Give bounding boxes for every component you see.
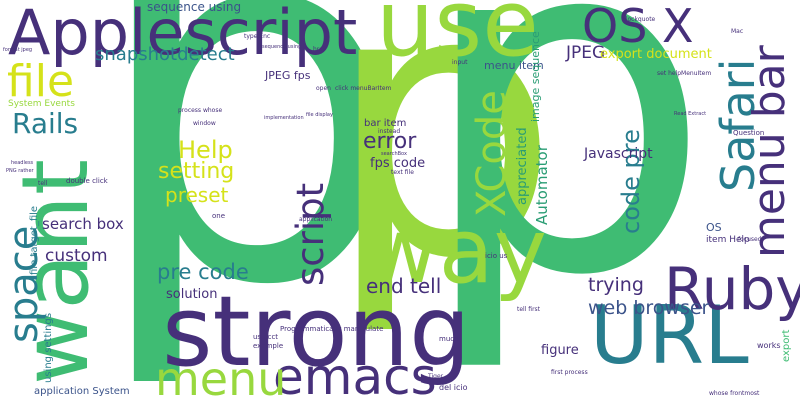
- word-menu: menu: [155, 352, 287, 400]
- word-p-center: p: [325, 0, 560, 340]
- word-setting: setting: [158, 159, 235, 184]
- word-implementation: implementation: [264, 115, 304, 121]
- word-question: Question: [733, 129, 765, 137]
- word-file-target-file: file target_file: [29, 205, 40, 275]
- word-os: OS: [706, 221, 722, 234]
- word-format-jpeg: format jpeg: [3, 47, 33, 53]
- word-icio-us: icio us: [485, 252, 508, 260]
- word-solution: solution: [166, 287, 218, 302]
- word-set-helpmenuitem: set helpMenuItem: [657, 70, 712, 77]
- word-mac: Mac: [731, 28, 744, 35]
- word-export: export: [781, 329, 792, 362]
- word-emacs: emacs: [273, 348, 437, 400]
- word-rails: Rails: [12, 107, 79, 140]
- word-preset: preset: [165, 183, 229, 207]
- word-web-browser: web browser: [588, 297, 710, 319]
- word-help: Help: [178, 136, 233, 164]
- word-end-tell: end tell: [366, 274, 442, 298]
- word-appreciated: appreciated: [515, 127, 530, 205]
- word-strong: strong: [162, 275, 471, 388]
- word-file-display: file display: [306, 112, 333, 118]
- word-script: script: [289, 182, 332, 286]
- word-href: href: [313, 46, 325, 53]
- word-p-left: p: [88, 0, 409, 396]
- word-del-icio: del icio: [439, 383, 468, 392]
- word-open: open: [316, 85, 331, 92]
- word-searchbox: searchBox: [381, 151, 407, 157]
- word-menu-item: menu item: [484, 59, 544, 72]
- word-window: window: [193, 120, 216, 127]
- word-blockquote: blockquote: [622, 16, 656, 23]
- word-jpeg-fps: JPEG fps: [265, 69, 311, 82]
- word-p-right: p: [415, 0, 714, 378]
- word-custom: custom: [45, 246, 108, 266]
- word-instead: instead: [378, 128, 401, 135]
- word-input: input: [452, 59, 468, 66]
- word-snapshotdetect: snapshotdetect: [95, 44, 235, 65]
- word-javascript: Javascript: [584, 146, 653, 162]
- word-pre-code: pre code: [157, 260, 249, 284]
- word-whose-frontmost: whose frontmost: [709, 390, 760, 397]
- word-system-events: System Events: [8, 99, 75, 109]
- word-sequence-using-small: sequence using: [262, 44, 302, 50]
- word-read-extract: Read Extract: [674, 111, 707, 117]
- word-ruby: Ruby: [664, 255, 800, 323]
- word-application: application: [299, 216, 333, 223]
- word-code-pre: code pre: [617, 129, 645, 234]
- word-us-acct: us acct: [253, 333, 279, 341]
- word-way: way: [365, 199, 548, 304]
- word-much: much: [439, 335, 459, 343]
- word-error: error: [363, 129, 417, 154]
- word-trying: trying: [588, 274, 644, 296]
- word-search-box: search box: [42, 215, 124, 233]
- word-headless: headless: [11, 160, 34, 166]
- word-os-x: OS X: [582, 0, 694, 53]
- word-first-process: first process: [551, 369, 588, 376]
- word-file: file: [7, 56, 75, 107]
- word-figure: figure: [541, 343, 579, 358]
- word-one: one: [212, 212, 226, 220]
- word-bar-item: bar item: [364, 118, 407, 129]
- word-fps-code: fps code: [370, 156, 426, 171]
- word-image-sequence: image sequence: [529, 31, 542, 122]
- word-example: example: [253, 342, 284, 350]
- word-tell: tell: [38, 180, 48, 187]
- word-url: URL: [590, 289, 749, 382]
- word-applescript: Applescript: [8, 0, 358, 69]
- word-double-click: double click: [66, 177, 108, 185]
- word-export-document: export document: [600, 47, 712, 62]
- word-using-settings: using settings: [43, 312, 54, 383]
- word-click-menubaritem: click menuBarItem: [335, 85, 392, 92]
- word-focused: focused: [738, 236, 762, 243]
- word-menu-bar: menu bar: [744, 45, 795, 258]
- word-tell-first: tell first: [517, 306, 541, 313]
- word-text-file: text file: [391, 169, 414, 176]
- word-item-help: item Help: [706, 235, 750, 245]
- word-sequence-using: sequence using: [147, 0, 242, 14]
- word-works: works: [757, 341, 781, 350]
- word-use: use: [376, 0, 539, 77]
- word-process-whose: process whose: [178, 107, 223, 114]
- word-programmatically-manipulate: Programmatically manipulate: [280, 325, 384, 333]
- word-xcode: XCode: [469, 90, 515, 217]
- word-automator: Automator: [533, 145, 551, 225]
- word-application-system: application System: [34, 386, 130, 397]
- word-png-rather: PNG rather: [6, 168, 34, 174]
- word-type-enc: type Enc: [244, 33, 271, 40]
- word-jpeg: JPEG: [566, 43, 606, 63]
- word-tiger: Tiger: [428, 373, 444, 380]
